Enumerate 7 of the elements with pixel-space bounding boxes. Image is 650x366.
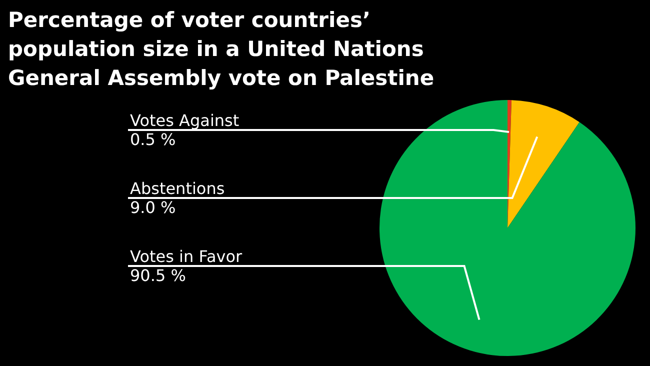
slice-label: Votes in Favor [130, 247, 242, 266]
data-label: 0.5 % [130, 130, 176, 150]
data-label: 90.5 % [130, 266, 186, 286]
slice-label: Abstentions [130, 179, 225, 198]
slice-label: Votes Against [130, 111, 240, 130]
chart-title: Percentage of voter countries’ population size in a United Nations General Assembly vote on Palestine [8, 7, 436, 92]
data-label: 9.0 % [130, 198, 176, 218]
